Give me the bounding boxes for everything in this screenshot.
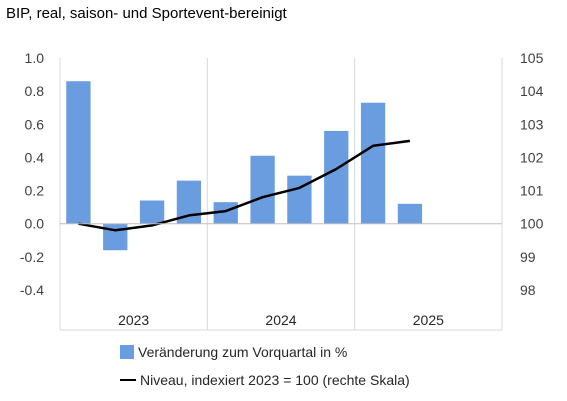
right-tick-label: 104 bbox=[520, 83, 544, 99]
year-label: 2023 bbox=[118, 312, 149, 328]
bar bbox=[66, 81, 91, 224]
right-tick-label: 105 bbox=[520, 50, 544, 66]
year-label: 2024 bbox=[265, 312, 296, 328]
right-tick-label: 100 bbox=[520, 216, 544, 232]
right-tick-label: 98 bbox=[520, 282, 536, 298]
right-tick-label: 102 bbox=[520, 149, 544, 165]
right-tick-label: 103 bbox=[520, 116, 544, 132]
left-axis-ticks: 1.0 0.8 0.6 0.4 0.2 0.0 -0.2 -0.4 bbox=[20, 50, 44, 298]
bar bbox=[139, 200, 165, 224]
legend-label-bars: Veränderung zum Vorquartal in % bbox=[138, 344, 348, 360]
line-series-niveau bbox=[78, 139, 411, 232]
legend-item-bars: Veränderung zum Vorquartal in % bbox=[120, 344, 347, 360]
bar-series bbox=[66, 81, 423, 251]
bar bbox=[250, 155, 275, 224]
bar bbox=[360, 102, 386, 224]
right-axis-ticks: 105 104 103 102 101 100 99 98 bbox=[520, 50, 544, 298]
left-tick-label: -0.2 bbox=[20, 249, 44, 265]
right-tick-label: 101 bbox=[520, 183, 544, 199]
legend-swatch-line bbox=[120, 379, 136, 381]
left-tick-label: 1.0 bbox=[25, 50, 45, 66]
left-tick-label: 0.4 bbox=[25, 149, 45, 165]
x-axis-year-labels: 2023 2024 2025 bbox=[118, 312, 444, 328]
left-tick-label: 0.6 bbox=[25, 116, 45, 132]
bar bbox=[397, 203, 423, 224]
year-label: 2025 bbox=[413, 312, 444, 328]
legend-label-line: Niveau, indexiert 2023 = 100 (rechte Ska… bbox=[140, 372, 410, 388]
grid-layer bbox=[59, 58, 503, 331]
right-tick-label: 99 bbox=[520, 249, 536, 265]
chart-title: BIP, real, saison- und Sportevent-berein… bbox=[6, 5, 287, 22]
legend-swatch-bars bbox=[120, 345, 134, 359]
left-tick-label: 0.0 bbox=[25, 216, 45, 232]
left-tick-label: -0.4 bbox=[20, 282, 44, 298]
bar bbox=[324, 130, 349, 224]
left-tick-label: 0.8 bbox=[25, 83, 45, 99]
left-tick-label: 0.2 bbox=[25, 183, 45, 199]
legend-item-line: Niveau, indexiert 2023 = 100 (rechte Ska… bbox=[120, 372, 410, 388]
